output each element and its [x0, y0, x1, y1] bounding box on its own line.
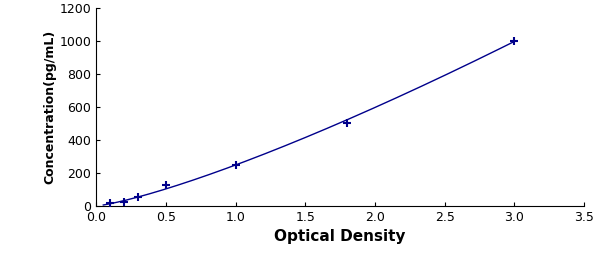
- Y-axis label: Concentration(pg/mL): Concentration(pg/mL): [44, 30, 57, 184]
- X-axis label: Optical Density: Optical Density: [275, 229, 406, 244]
